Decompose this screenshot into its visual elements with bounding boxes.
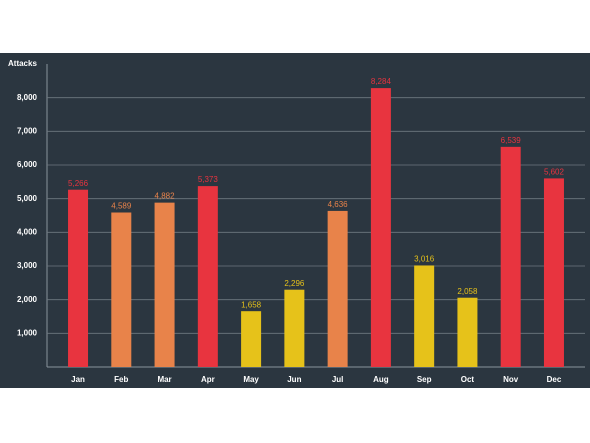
y-tick-label: 1,000 <box>17 328 38 337</box>
bar <box>111 212 132 367</box>
x-tick-label: Oct <box>461 375 475 384</box>
value-label: 8,284 <box>371 77 392 86</box>
value-label: 2,296 <box>284 279 305 288</box>
bar <box>457 297 478 367</box>
bar <box>284 289 305 367</box>
value-label: 5,373 <box>198 175 219 184</box>
y-tick-label: 6,000 <box>17 160 38 169</box>
x-tick-label: Jul <box>332 375 344 384</box>
value-label: 3,016 <box>414 255 435 264</box>
x-tick-label: Jun <box>287 375 301 384</box>
x-tick-label: Sep <box>417 375 432 384</box>
x-tick-label: May <box>243 375 259 384</box>
value-label: 1,658 <box>241 300 262 309</box>
x-tick-label: Jan <box>71 375 85 384</box>
value-label: 4,636 <box>328 200 349 209</box>
value-label: 6,539 <box>501 136 522 145</box>
y-tick-label: 7,000 <box>17 126 38 135</box>
y-tick-label: 4,000 <box>17 227 38 236</box>
x-tick-label: Nov <box>503 375 519 384</box>
bar <box>241 311 262 367</box>
x-tick-label: Feb <box>114 375 128 384</box>
bar <box>543 178 564 367</box>
value-label: 5,602 <box>544 168 565 177</box>
x-tick-label: Apr <box>201 375 215 384</box>
value-label: 4,882 <box>155 192 176 201</box>
bar <box>197 186 218 367</box>
bar <box>500 146 521 367</box>
x-tick-label: Dec <box>547 375 562 384</box>
y-tick-label: 5,000 <box>17 194 38 203</box>
bar <box>154 202 175 367</box>
bar <box>414 265 435 367</box>
bar <box>327 210 348 367</box>
bar <box>370 88 391 367</box>
value-label: 4,589 <box>111 202 132 211</box>
value-label: 5,266 <box>68 179 89 188</box>
y-tick-label: 2,000 <box>17 295 38 304</box>
y-tick-label: 8,000 <box>17 93 38 102</box>
y-tick-label: 3,000 <box>17 261 38 270</box>
x-tick-label: Mar <box>157 375 171 384</box>
value-label: 2,058 <box>457 287 478 296</box>
bar <box>68 189 89 367</box>
x-tick-label: Aug <box>373 375 389 384</box>
y-axis-label: Attacks <box>8 59 37 68</box>
